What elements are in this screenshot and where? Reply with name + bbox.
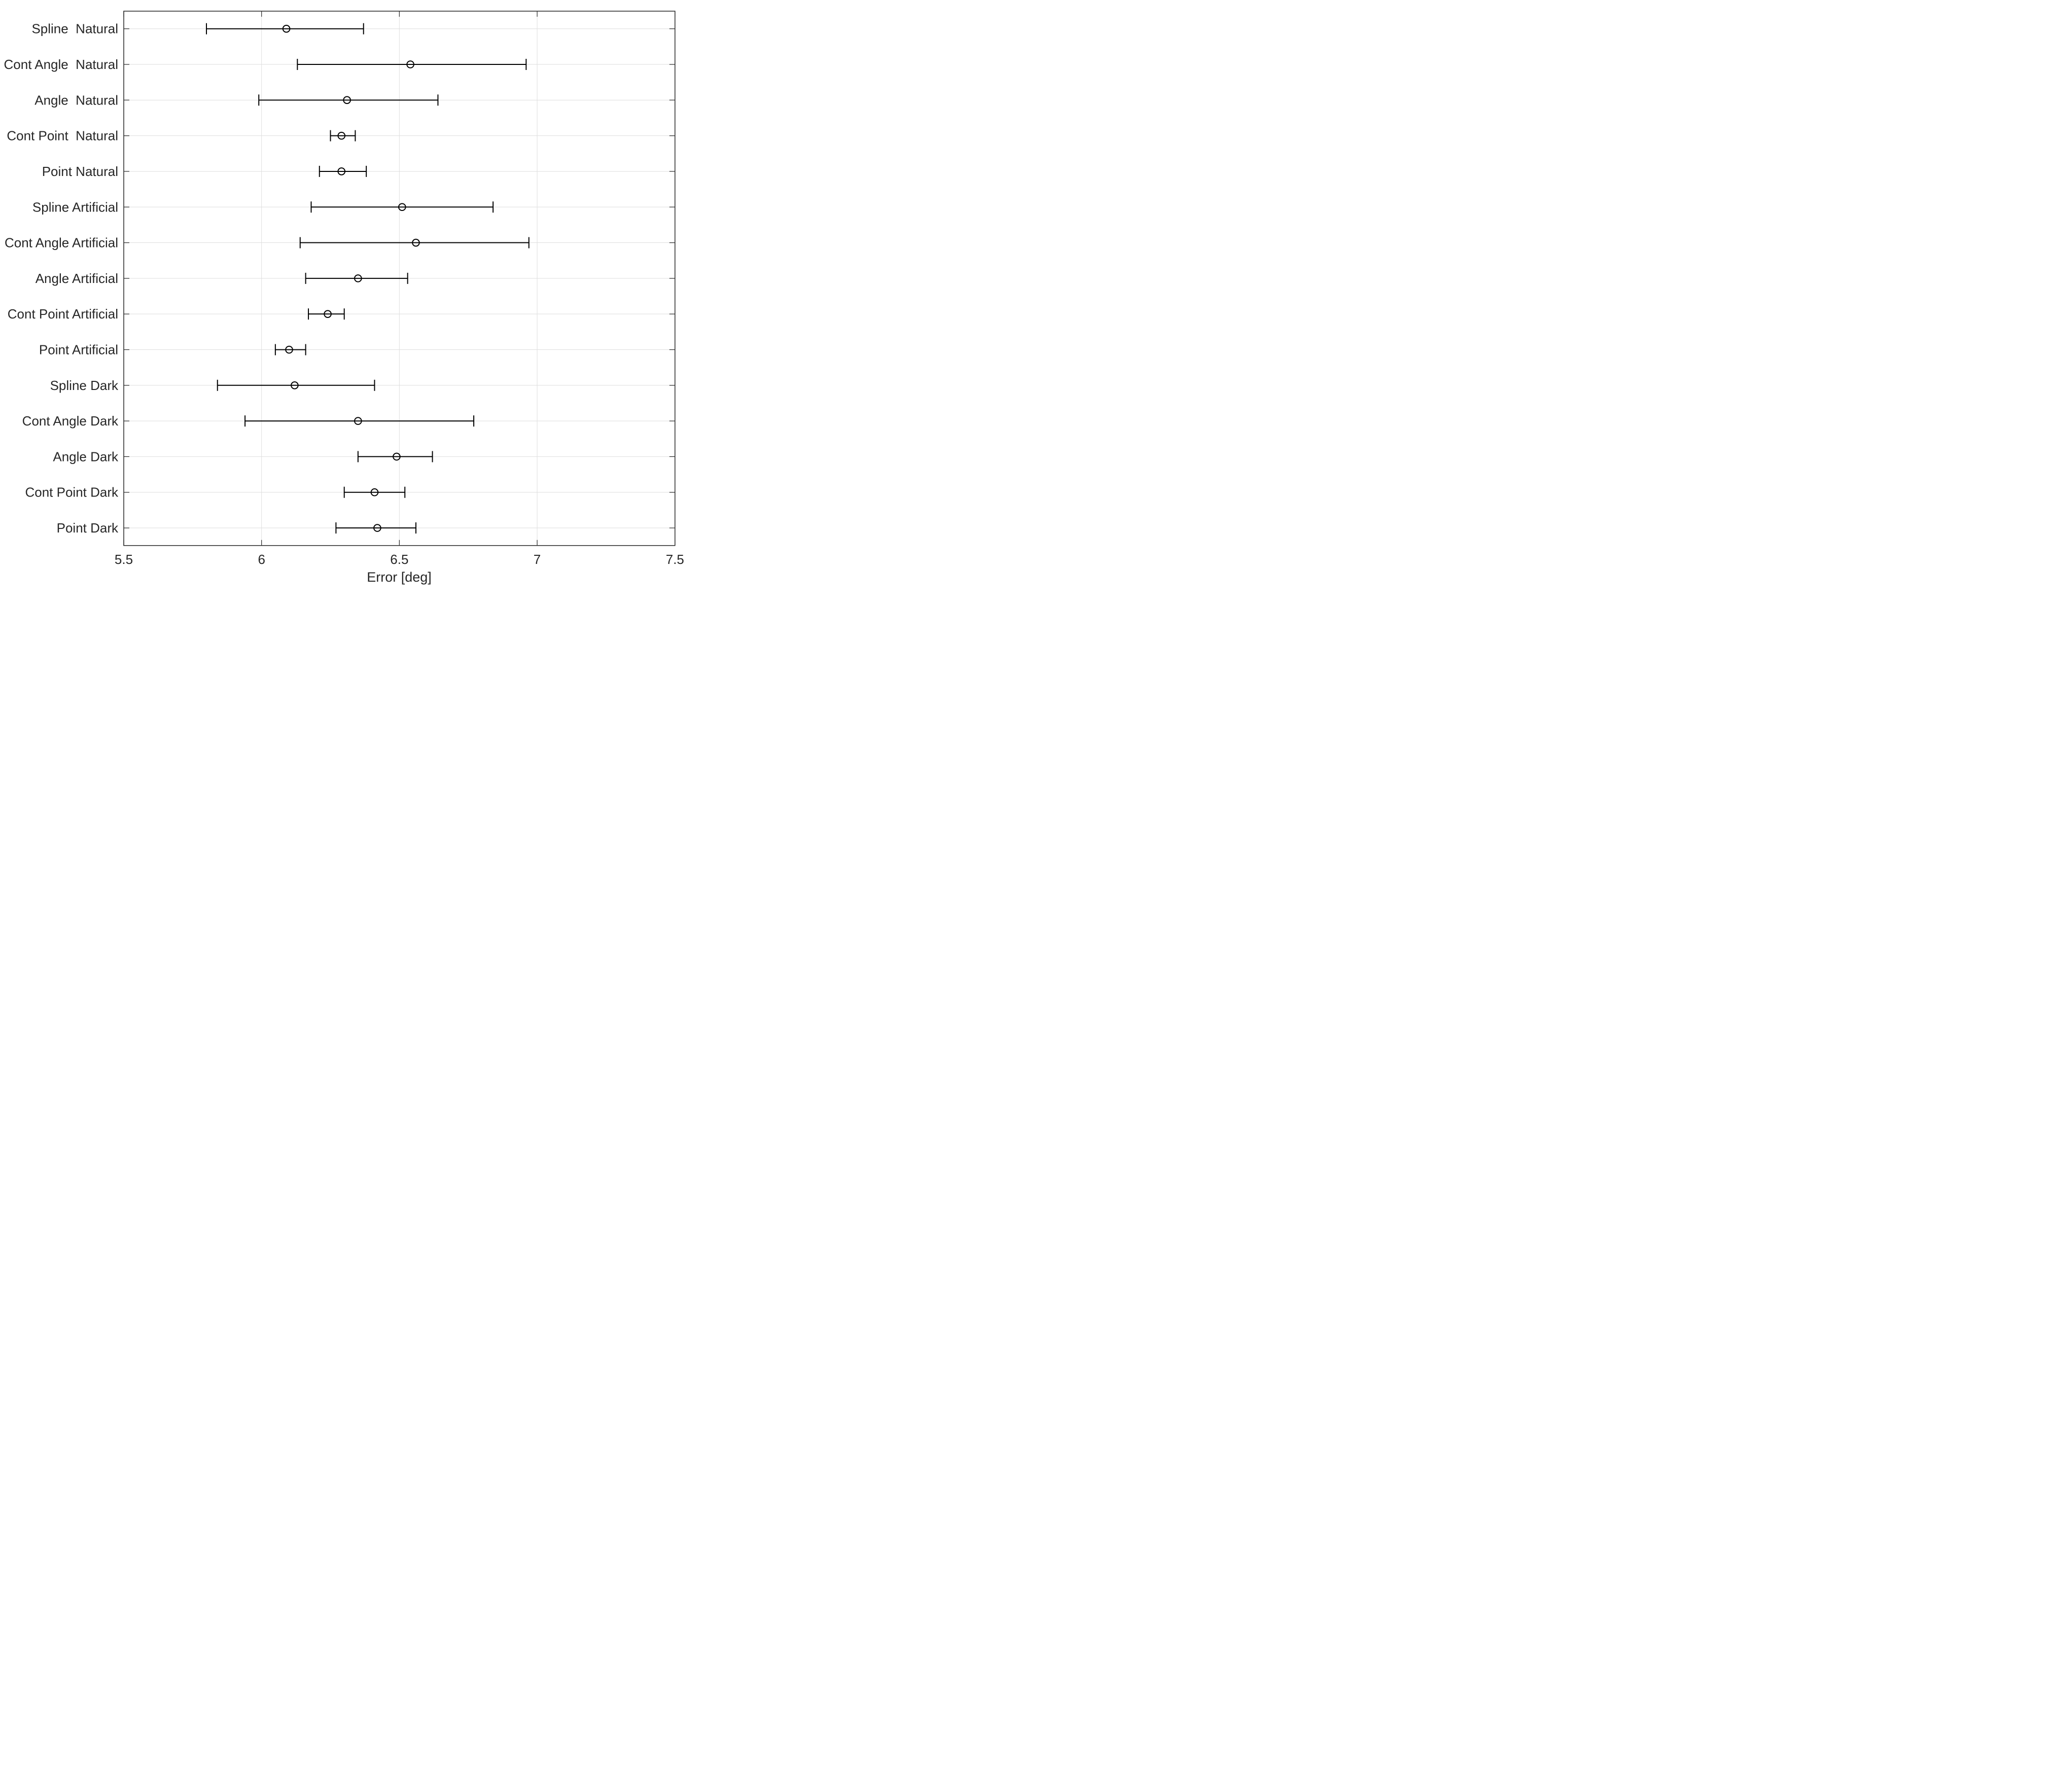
mean-marker — [406, 60, 414, 68]
error-bar-row — [310, 201, 494, 213]
mean-marker — [373, 524, 381, 532]
category-label: Cont Point Natural — [7, 128, 118, 144]
x-tick-label: 7 — [534, 552, 541, 567]
mean-marker — [370, 488, 379, 496]
category-label: Cont Angle Natural — [4, 57, 118, 72]
tick-layer — [123, 11, 676, 546]
error-bar-row — [319, 165, 367, 177]
category-label: Angle Dark — [53, 449, 119, 464]
error-bar-row — [335, 522, 416, 534]
category-label: Point Artificial — [39, 342, 118, 357]
category-label: Angle Artificial — [36, 271, 118, 286]
mean-marker — [393, 452, 401, 461]
error-bar-row — [343, 486, 406, 498]
x-tick-label: 6 — [258, 552, 265, 567]
error-bar-row — [244, 415, 475, 427]
mean-marker — [291, 381, 299, 389]
error-bar-row — [206, 23, 364, 34]
category-label: Spline Dark — [50, 378, 119, 393]
error-bar-row — [258, 94, 439, 106]
figure-background — [0, 0, 691, 592]
error-bar-row — [357, 451, 433, 463]
data-layer — [206, 23, 530, 534]
x-tick-label: 6.5 — [390, 552, 408, 567]
label-layer: Spline Natural Cont Angle Natural Angle Na… — [4, 21, 684, 567]
error-bar-row — [299, 237, 530, 248]
mean-marker — [337, 131, 346, 140]
mean-marker — [343, 96, 351, 104]
category-label: Cont Point Dark — [25, 485, 119, 500]
category-label: Spline Artificial — [32, 199, 118, 215]
mean-marker — [285, 345, 293, 354]
error-bar-row — [308, 308, 345, 320]
x-tick-label: 5.5 — [115, 552, 133, 567]
category-label: Angle Natural — [34, 92, 118, 108]
mean-marker — [398, 203, 406, 211]
category-label: Cont Angle Artificial — [5, 235, 118, 251]
mean-marker — [324, 310, 332, 318]
category-label: Cont Angle Dark — [22, 413, 119, 429]
error-bar-row — [274, 344, 306, 356]
category-label: Point Dark — [57, 520, 119, 536]
mean-marker — [282, 24, 291, 33]
category-label: Cont Point Artificial — [8, 306, 118, 322]
error-bar-row — [305, 272, 408, 284]
x-tick-label: 7.5 — [666, 552, 684, 567]
error-bar-row — [330, 130, 356, 141]
errorbar-chart-svg: Spline Natural Cont Angle Natural Angle Na… — [0, 0, 691, 592]
error-bar-row — [297, 59, 527, 70]
mean-marker — [354, 417, 362, 425]
mean-marker — [337, 167, 346, 175]
error-bar-row — [217, 379, 375, 391]
category-label: Point Natural — [42, 164, 118, 179]
mean-marker — [354, 274, 362, 282]
x-axis-label: Error [deg] — [367, 570, 432, 585]
errorbar-figure: Spline Natural Cont Angle Natural Angle Na… — [0, 0, 691, 592]
category-label: Spline Natural — [31, 21, 118, 37]
mean-marker — [412, 238, 420, 247]
